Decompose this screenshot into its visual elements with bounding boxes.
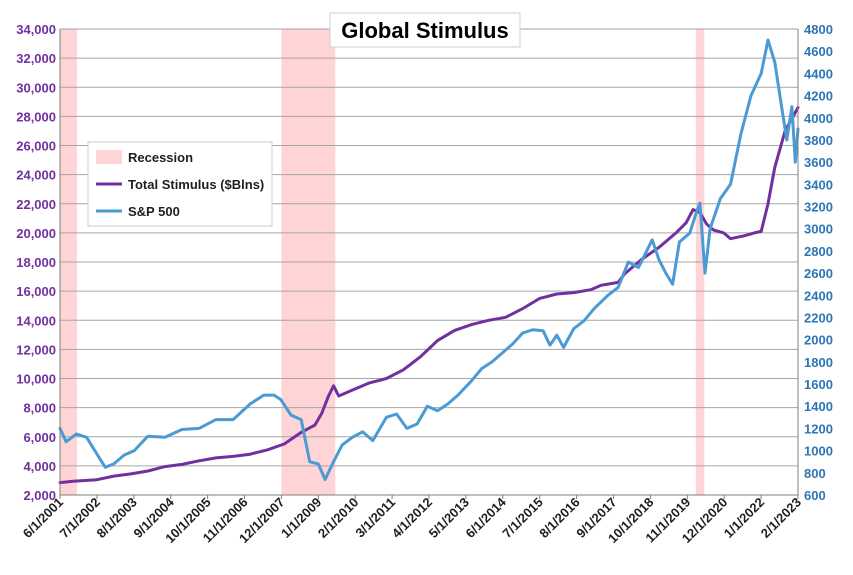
chart-title: Global Stimulus: [341, 18, 508, 43]
series-line-sp500: [58, 38, 800, 481]
right-tick-label: 4200: [804, 89, 833, 104]
legend: Recession Total Stimulus ($Blns) S&P 500: [87, 141, 273, 227]
axes: [59, 29, 799, 499]
left-tick-label: 18,000: [16, 255, 56, 270]
right-tick-label: 3400: [804, 177, 833, 192]
right-tick-label: 1400: [804, 399, 833, 414]
right-tick-label: 4800: [804, 22, 833, 37]
right-tick-label: 1600: [804, 377, 833, 392]
left-tick-label: 12,000: [16, 342, 56, 357]
left-tick-label: 26,000: [16, 139, 56, 154]
right-tick-label: 4000: [804, 111, 833, 126]
right-tick-label: 1800: [804, 355, 833, 370]
left-tick-label: 2,000: [23, 488, 56, 503]
left-tick-label: 10,000: [16, 372, 56, 387]
x-tick-labels: 6/1/20017/1/20028/1/20039/1/200410/1/200…: [20, 494, 804, 546]
left-tick-label: 30,000: [16, 80, 56, 95]
right-tick-label: 1200: [804, 421, 833, 436]
x-tick-label: 2/1/2023: [758, 495, 804, 541]
right-tick-label: 3600: [804, 155, 833, 170]
chart-title-box: Global Stimulus: [329, 12, 521, 48]
series-lines: [58, 38, 800, 485]
left-tick-label: 22,000: [16, 197, 56, 212]
left-tick-label: 8,000: [23, 401, 56, 416]
right-tick-label: 2800: [804, 244, 833, 259]
right-tick-label: 2200: [804, 310, 833, 325]
legend-label-recession: Recession: [128, 150, 193, 165]
right-tick-label: 2000: [804, 333, 833, 348]
left-tick-label: 20,000: [16, 226, 56, 241]
right-tick-label: 600: [804, 488, 826, 503]
right-tick-label: 2600: [804, 266, 833, 281]
legend-label-sp500: S&P 500: [128, 204, 180, 219]
right-tick-label: 3200: [804, 200, 833, 215]
left-tick-label: 24,000: [16, 168, 56, 183]
right-tick-label: 4600: [804, 44, 833, 59]
grid-lines: [60, 28, 798, 496]
right-tick-label: 3800: [804, 133, 833, 148]
right-tick-label: 2400: [804, 288, 833, 303]
right-tick-labels: 600 800 1000 1200 1400 1600 1800 2000 2200 2400 26…: [804, 22, 833, 503]
right-tick-label: 4400: [804, 66, 833, 81]
left-tick-label: 4,000: [23, 459, 56, 474]
legend-swatch-recession: [96, 150, 122, 164]
left-tick-label: 14,000: [16, 313, 56, 328]
chart-title-bg: [329, 12, 521, 48]
left-tick-label: 34,000: [16, 22, 56, 37]
left-tick-label: 32,000: [16, 51, 56, 66]
left-tick-label: 16,000: [16, 284, 56, 299]
x-tick-label: 2/1/2010: [315, 495, 361, 541]
left-tick-labels: 2,000 4,000 6,000 8,000 10,000 12,000 14,000 16…: [16, 22, 56, 503]
series-line-stimulus: [58, 106, 800, 485]
right-tick-label: 800: [804, 466, 826, 481]
right-tick-label: 1000: [804, 444, 833, 459]
left-tick-label: 6,000: [23, 430, 56, 445]
legend-label-stimulus: Total Stimulus ($Blns): [128, 177, 264, 192]
left-tick-label: 28,000: [16, 109, 56, 124]
right-tick-label: 3000: [804, 222, 833, 237]
